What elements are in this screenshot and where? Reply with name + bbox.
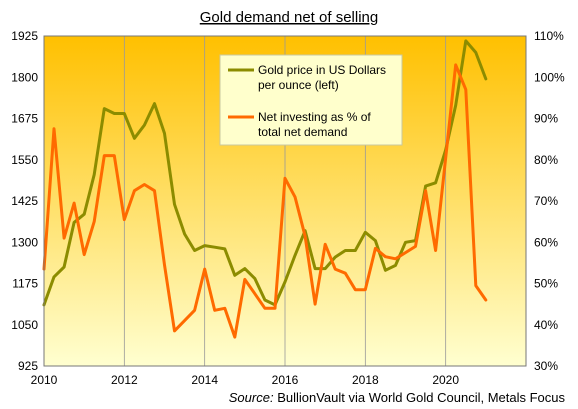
- x-tick-label: 2018: [352, 373, 379, 387]
- y-left-tick-label: 1925: [11, 29, 38, 43]
- x-tick-label: 2012: [111, 373, 138, 387]
- y-right-tick-label: 90%: [534, 112, 558, 126]
- y-axis-right: 30% 40% 50% 60% 70% 80% 90% 100% 110%: [534, 29, 565, 373]
- legend-label: per ounce (left): [258, 78, 339, 92]
- y-left-tick-label: 1550: [11, 153, 38, 167]
- y-right-tick-label: 40%: [534, 318, 558, 332]
- legend-label: Net investing as % of: [258, 110, 371, 124]
- y-left-tick-label: 1800: [11, 70, 38, 84]
- y-left-tick-label: 1675: [11, 112, 38, 126]
- y-right-tick-label: 50%: [534, 277, 558, 291]
- source-text: BullionVault via World Gold Council, Met…: [274, 390, 566, 405]
- x-axis: 2010 2012 2014 2016 2018 2020: [31, 373, 460, 387]
- y-left-tick-label: 1050: [11, 318, 38, 332]
- source-note: Source: BullionVault via World Gold Coun…: [229, 390, 566, 405]
- x-tick-label: 2014: [191, 373, 218, 387]
- y-right-tick-label: 60%: [534, 235, 558, 249]
- y-left-tick-label: 1175: [12, 277, 38, 291]
- legend-label: total net demand: [258, 125, 347, 139]
- y-left-tick-label: 925: [18, 359, 38, 373]
- plot-border: [43, 35, 527, 367]
- y-left-tick-label: 1300: [11, 235, 38, 249]
- series-line-2: [42, 63, 488, 339]
- legend-label: Gold price in US Dollars: [258, 63, 386, 77]
- y-right-tick-label: 100%: [534, 70, 565, 84]
- series-lines: [42, 39, 488, 339]
- y-right-tick-label: 70%: [534, 194, 558, 208]
- y-axis-left: 925 1050 1175 1300 1425 1550 1675 1800 1925: [11, 29, 38, 373]
- series-line-1: [42, 39, 488, 307]
- y-right-tick-label: 80%: [534, 153, 558, 167]
- y-right-tick-label: 110%: [534, 29, 564, 43]
- x-tick-label: 2016: [272, 373, 299, 387]
- x-tick-label: 2020: [432, 373, 459, 387]
- y-right-tick-label: 30%: [534, 359, 558, 373]
- x-tick-label: 2010: [31, 373, 58, 387]
- y-left-tick-label: 1425: [11, 194, 38, 208]
- source-label: Source:: [229, 390, 274, 405]
- chart-title: Gold demand net of selling: [200, 9, 378, 26]
